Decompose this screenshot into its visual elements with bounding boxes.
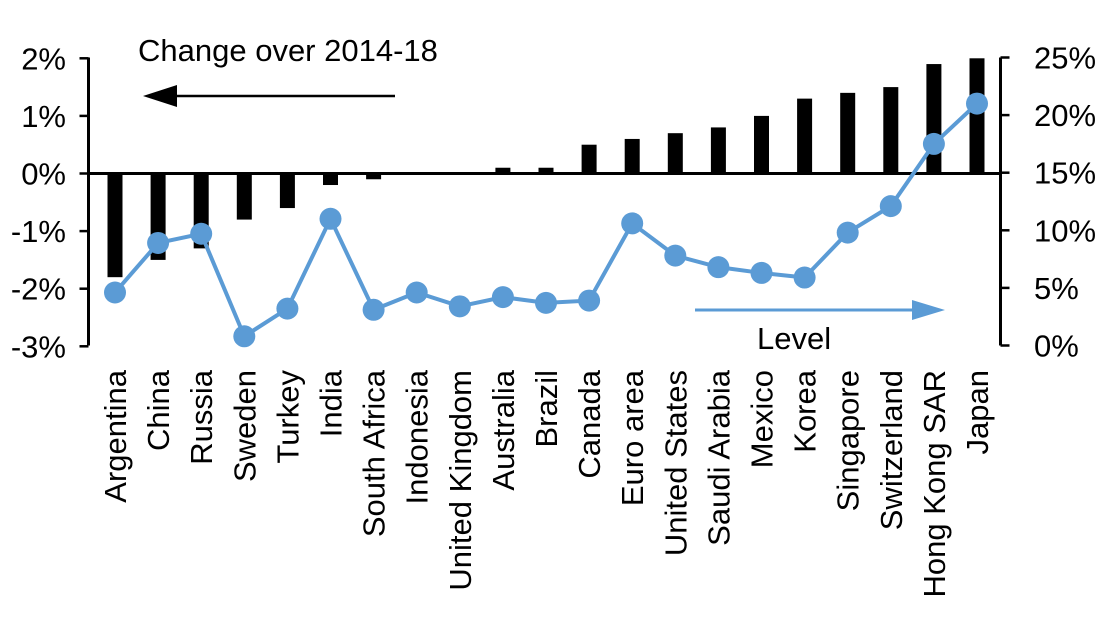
bar-hong-kong-sar — [926, 64, 942, 174]
dot-euro-area — [621, 212, 644, 235]
change-arrow-head — [143, 85, 177, 107]
category-label-hong-kong-sar: Hong Kong SAR — [917, 370, 952, 597]
right-axis-tick-label: 5% — [1034, 271, 1079, 306]
category-label-indonesia: Indonesia — [400, 369, 435, 504]
dot-russia — [190, 222, 213, 245]
right-axis-tick-label: 25% — [1034, 41, 1096, 76]
category-label-australia: Australia — [486, 369, 521, 490]
left-series-label: Change over 2014-18 — [138, 33, 438, 68]
dot-south-africa — [362, 298, 385, 321]
bar-australia — [495, 167, 511, 174]
bar-canada — [581, 144, 597, 174]
dot-sweden — [233, 325, 256, 348]
category-label-sweden: Sweden — [227, 370, 262, 482]
bar-korea — [797, 98, 813, 174]
bar-sweden — [236, 173, 252, 220]
dot-australia — [491, 286, 514, 309]
bar-japan — [969, 58, 985, 174]
category-label-argentina: Argentina — [98, 369, 133, 502]
bar-india — [323, 173, 338, 186]
bar-united-states — [667, 133, 683, 174]
dot-united-kingdom — [448, 295, 471, 318]
category-label-korea: Korea — [788, 369, 823, 452]
bar-south-africa — [366, 173, 382, 180]
dot-indonesia — [405, 281, 428, 304]
right-axis-tick-label: 0% — [1034, 329, 1079, 364]
right-axis-tick-label: 10% — [1034, 213, 1096, 248]
dot-korea — [793, 266, 816, 289]
left-axis-tick-label: 1% — [21, 99, 66, 134]
dot-canada — [578, 289, 601, 312]
category-label-euro-area: Euro area — [615, 369, 650, 506]
left-axis-tick-label: 0% — [21, 157, 66, 192]
dot-argentina — [104, 281, 126, 304]
right-axis-tick-label: 20% — [1034, 98, 1096, 133]
dot-india — [319, 207, 342, 230]
bar-saudi-arabia — [710, 127, 726, 174]
dot-brazil — [535, 291, 557, 314]
category-label-mexico: Mexico — [745, 370, 780, 468]
right-axis-tick-label: 15% — [1034, 156, 1096, 191]
dot-hong-kong-sar — [922, 132, 945, 155]
category-label-saudi-arabia: Saudi Arabia — [701, 369, 736, 546]
dot-mexico — [750, 261, 773, 284]
dot-turkey — [276, 297, 299, 320]
bar-singapore — [840, 92, 856, 174]
bar-turkey — [279, 173, 295, 209]
category-label-south-africa: South Africa — [357, 369, 392, 537]
bar-switzerland — [883, 87, 899, 174]
category-label-canada: Canada — [572, 369, 607, 478]
dot-china — [147, 231, 170, 254]
dot-united-states — [664, 244, 687, 267]
bar-mexico — [754, 115, 769, 174]
category-label-brazil: Brazil — [529, 370, 564, 448]
bar-series — [107, 58, 985, 278]
left-axis-tick-label: 2% — [21, 41, 66, 76]
category-label-japan: Japan — [960, 370, 995, 454]
left-axis-tick-label: -3% — [11, 329, 66, 364]
category-label-united-kingdom: United Kingdom — [443, 370, 478, 591]
change-arrow-left-icon — [143, 85, 395, 107]
category-label-united-states: United States — [658, 370, 693, 556]
dot-saudi-arabia — [707, 256, 730, 279]
category-label-russia: Russia — [184, 369, 219, 465]
category-label-india: India — [314, 369, 349, 437]
line-series — [104, 92, 988, 348]
category-labels: Argentina China Russia Sweden Turkey India Sou… — [98, 369, 995, 597]
bar-euro-area — [624, 138, 640, 174]
bar-argentina — [107, 173, 123, 278]
category-label-singapore: Singapore — [831, 370, 866, 511]
category-label-china: China — [141, 369, 176, 451]
level-arrow-head — [912, 300, 945, 320]
right-series-label: Level — [757, 321, 832, 356]
dot-switzerland — [879, 195, 902, 218]
left-axis-tick-label: -2% — [11, 272, 66, 307]
dot-singapore — [836, 221, 859, 244]
dot-japan — [966, 92, 988, 115]
level-arrow-right-icon — [695, 300, 945, 320]
category-label-turkey: Turkey — [270, 370, 305, 464]
category-label-switzerland: Switzerland — [874, 370, 909, 530]
left-axis-tick-label: -1% — [11, 214, 66, 249]
bar-brazil — [538, 167, 554, 174]
